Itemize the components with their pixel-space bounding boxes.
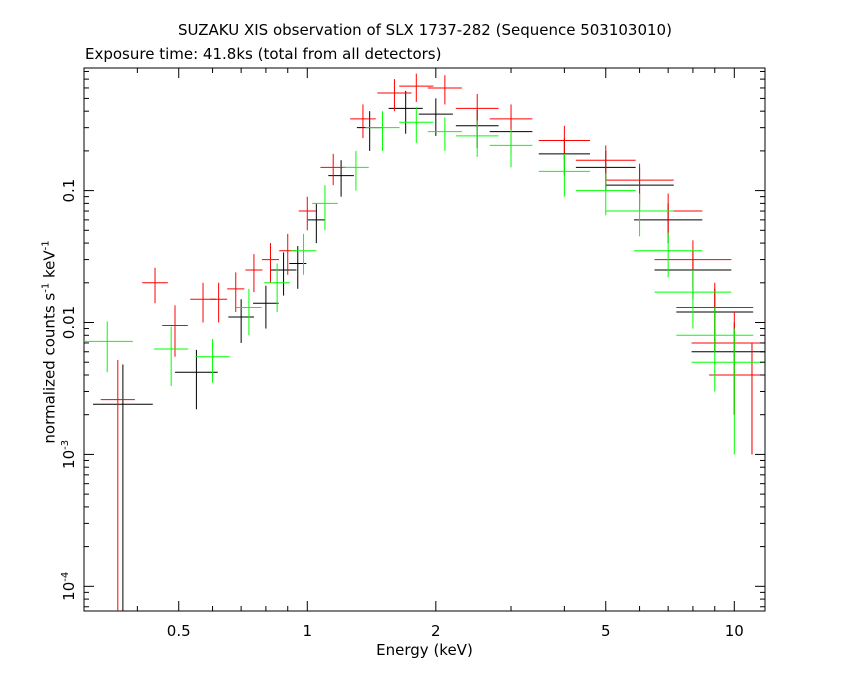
y-tick-label: 10-3 <box>60 440 78 469</box>
x-tick-label: 5 <box>601 622 611 640</box>
y-tick-label-base: 10 <box>60 582 78 601</box>
x-tick-label: 1 <box>303 622 313 640</box>
y-axis-label-sup1: -1 <box>40 282 52 293</box>
plot-frame <box>83 67 766 612</box>
y-axis-label: normalized counts s-1 keV-1 <box>38 240 59 443</box>
y-tick-label: 0.01 <box>60 306 78 339</box>
series-2 <box>100 73 765 611</box>
y-axis-label-sup2: -1 <box>40 240 52 251</box>
series-3 <box>84 107 765 455</box>
series-1 <box>93 90 765 611</box>
y-tick-label-exponent: -4 <box>60 572 71 582</box>
x-axis-label: Energy (keV) <box>376 641 473 659</box>
series-layer <box>84 73 765 611</box>
y-tick-label: 10-4 <box>60 572 78 601</box>
y-axis-label-mid: keV <box>40 250 59 283</box>
y-tick-label: 0.1 <box>60 179 78 203</box>
chart-title: SUZAKU XIS observation of SLX 1737-282 (… <box>178 21 672 39</box>
y-tick-label-exponent: -3 <box>60 440 71 450</box>
chart-subtitle: Exposure time: 41.8ks (total from all de… <box>85 45 442 63</box>
y-axis-label-base: normalized counts s <box>40 292 59 444</box>
x-tick-label: 10 <box>725 622 744 640</box>
x-tick-label: 2 <box>431 622 441 640</box>
x-tick-label: 0.5 <box>167 622 191 640</box>
y-tick-label-base: 10 <box>60 450 78 469</box>
